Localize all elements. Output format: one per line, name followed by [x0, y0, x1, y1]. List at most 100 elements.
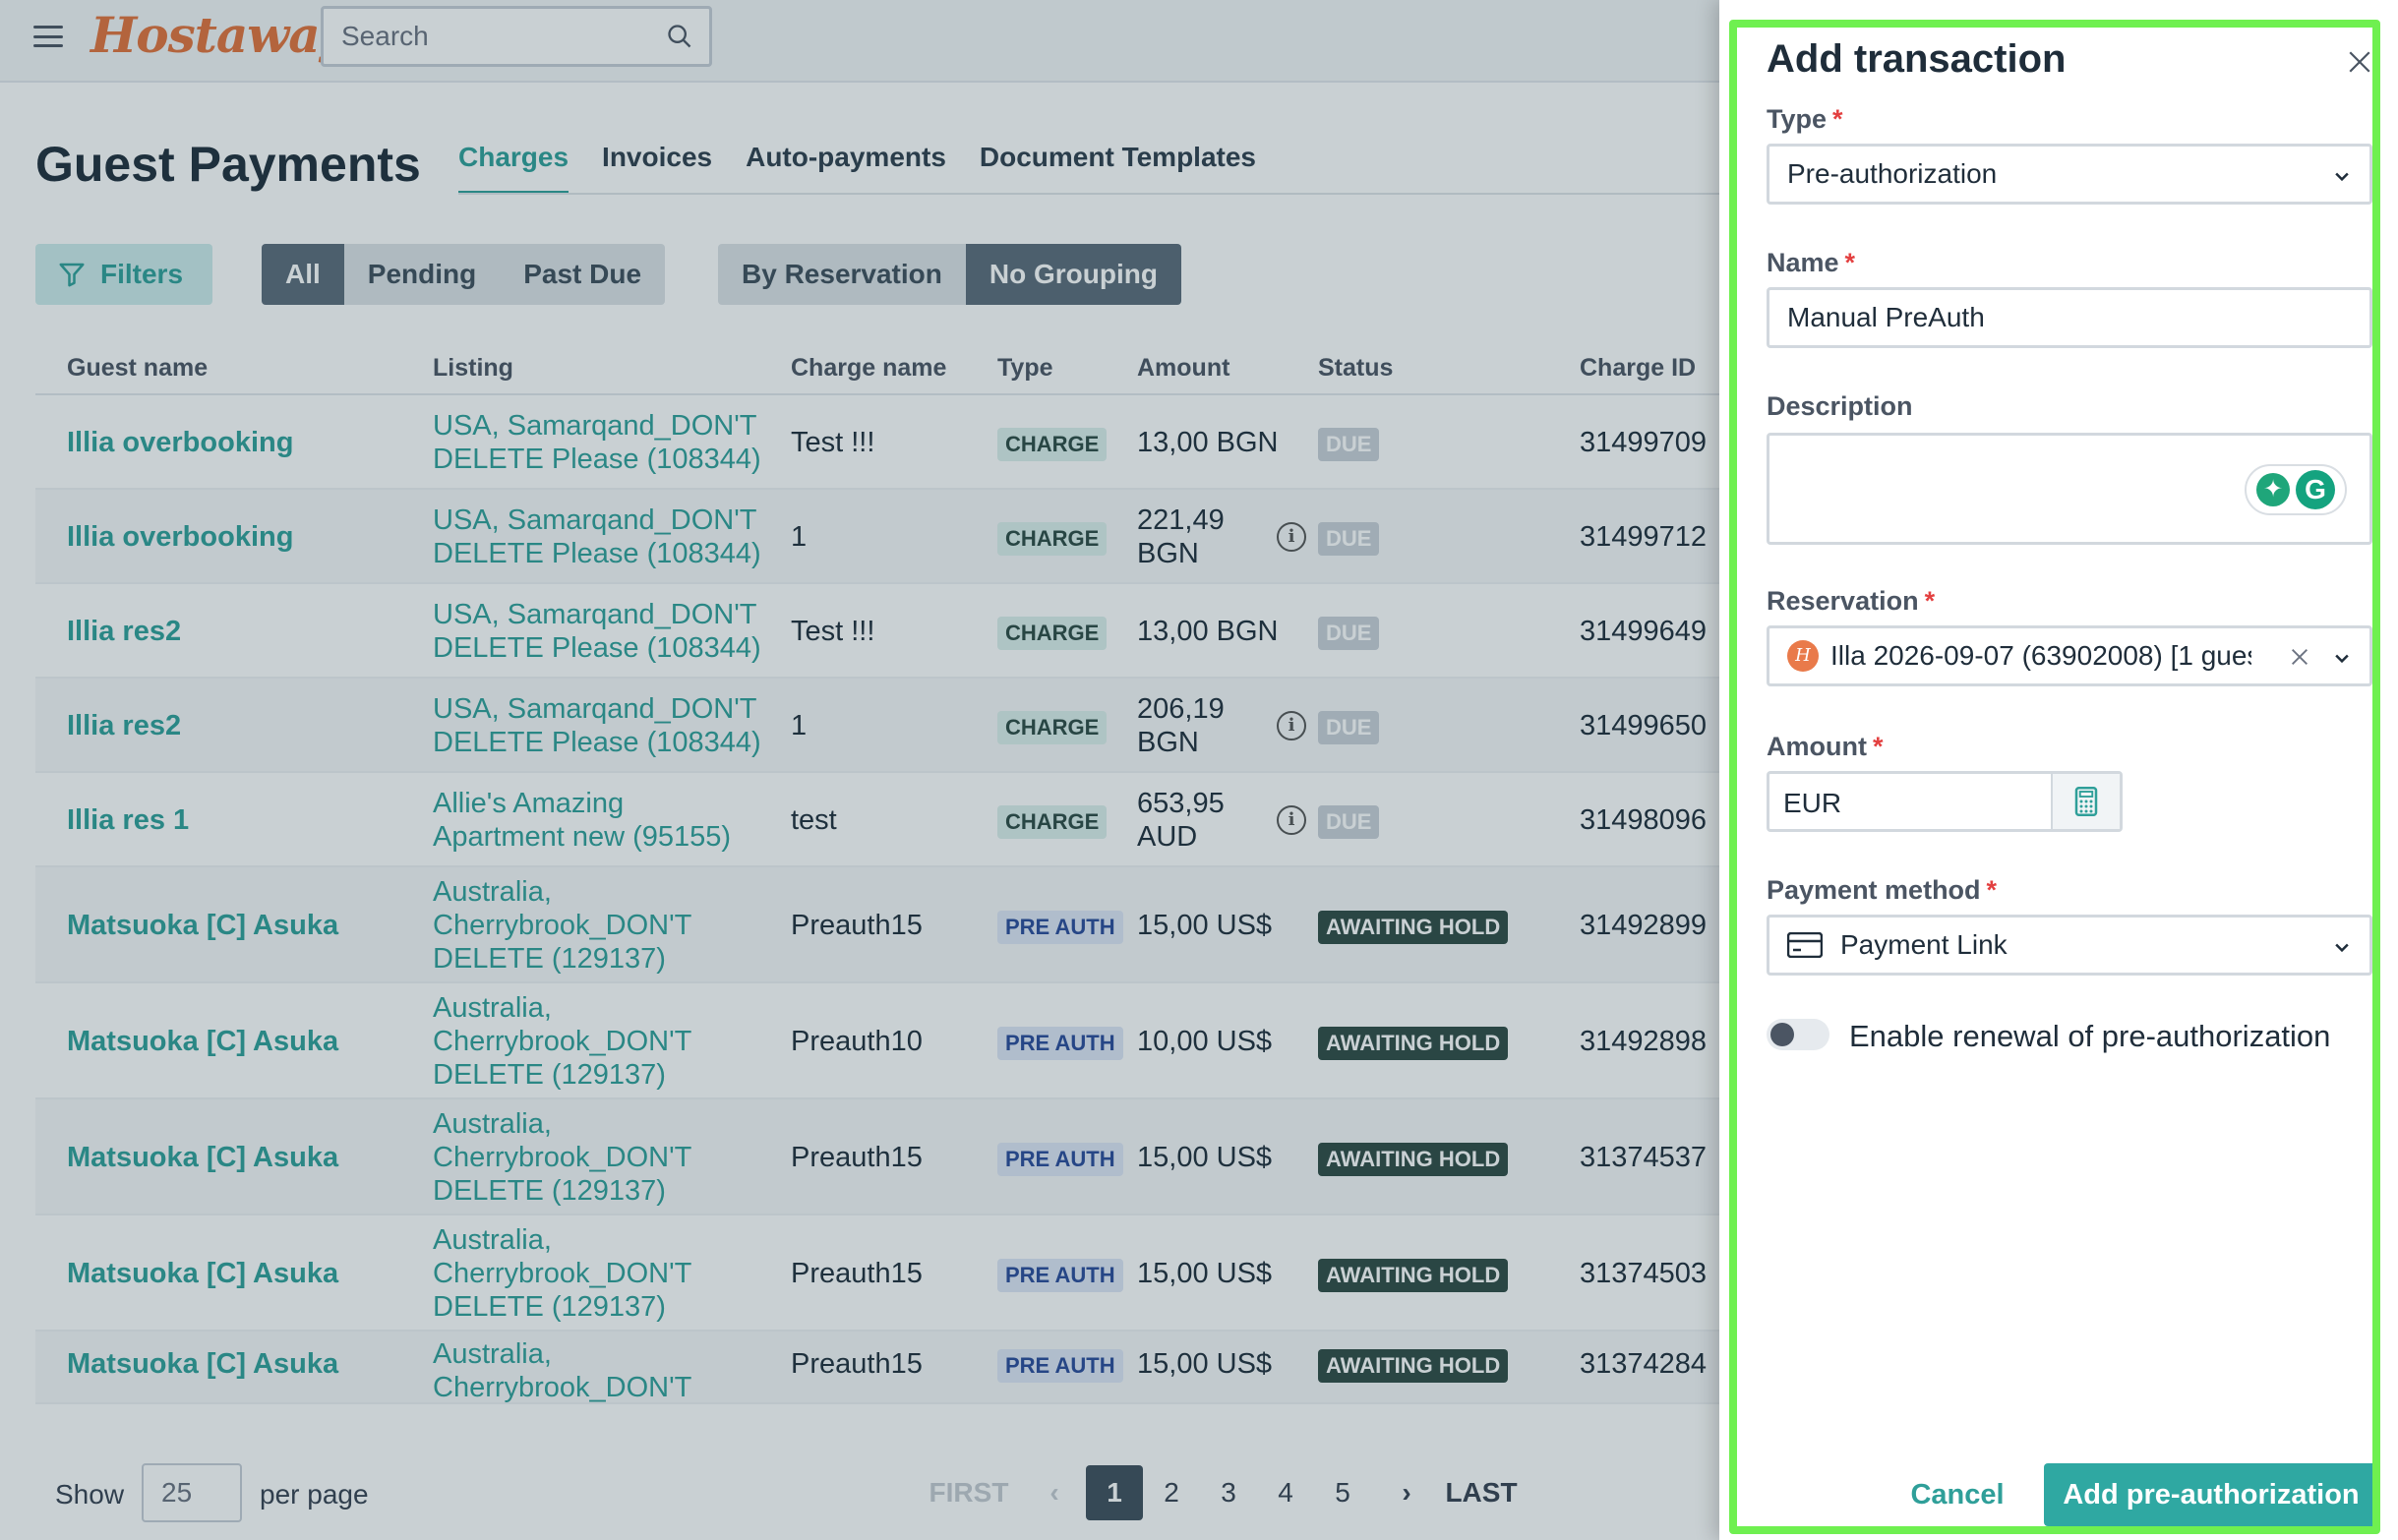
- column-header-guest-name[interactable]: Guest name: [67, 354, 209, 382]
- charge-id: 31499649: [1580, 616, 1708, 647]
- tab-document-templates[interactable]: Document Templates: [979, 142, 1256, 172]
- lightbulb-icon[interactable]: ✦: [2256, 473, 2290, 506]
- tabs-divider: [458, 193, 1934, 195]
- guest-name-link[interactable]: Illia overbooking: [67, 427, 294, 458]
- next-page-icon[interactable]: ›: [1402, 1477, 1411, 1508]
- filter-past-due[interactable]: Past Due: [500, 244, 666, 305]
- grammarly-icon[interactable]: G: [2296, 470, 2335, 509]
- modal-backdrop[interactable]: [0, 0, 1719, 1540]
- table-row[interactable]: Illia res 1 Allie's Amazing Apartment new …: [35, 773, 1845, 867]
- listing-line: Cherrybrook_DON'T: [433, 910, 692, 941]
- guest-name-link[interactable]: Matsuoka [C] Asuka: [67, 1258, 339, 1289]
- charge-name: Test !!!: [791, 616, 875, 647]
- grouping-by-reservation[interactable]: By Reservation: [718, 244, 966, 305]
- amount-value: 15,00 US$: [1137, 1257, 1285, 1290]
- column-header-charge-name[interactable]: Charge name: [791, 354, 947, 382]
- calculator-button[interactable]: [2051, 774, 2120, 829]
- table-row[interactable]: Matsuoka [C] Asuka Australia, Cherrybrook_…: [35, 1215, 1845, 1332]
- guest-name-link[interactable]: Illia res2: [67, 710, 182, 741]
- status-badge: DUE: [1318, 711, 1380, 744]
- search-icon[interactable]: [666, 23, 693, 50]
- close-icon[interactable]: [2347, 49, 2372, 75]
- listing-link[interactable]: USA, Samarqand_DON'T DELETE Please (10834…: [433, 692, 767, 759]
- status-badge: AWAITING HOLD: [1318, 1349, 1509, 1383]
- guest-name-link[interactable]: Illia overbooking: [67, 521, 294, 553]
- grammarly-widget[interactable]: ✦ G: [2245, 464, 2347, 515]
- page-2-button[interactable]: 2: [1164, 1477, 1179, 1508]
- guest-name-link[interactable]: Matsuoka [C] Asuka: [67, 1348, 339, 1380]
- listing-link[interactable]: USA, Samarqand_DON'T DELETE Please (10834…: [433, 503, 767, 570]
- chevron-down-icon[interactable]: [2332, 648, 2352, 668]
- page-1-button[interactable]: 1: [1086, 1465, 1143, 1520]
- info-icon[interactable]: i: [1277, 522, 1306, 552]
- column-header-amount[interactable]: Amount: [1137, 354, 1230, 382]
- type-select[interactable]: Pre-authorization: [1767, 144, 2372, 205]
- listing-link[interactable]: Australia, Cherrybrook_DON'T DELETE (12913…: [433, 875, 767, 976]
- guest-name-link[interactable]: Matsuoka [C] Asuka: [67, 1026, 339, 1057]
- guest-name-link[interactable]: Matsuoka [C] Asuka: [67, 1142, 339, 1173]
- filter-pending[interactable]: Pending: [343, 244, 501, 305]
- listing-link[interactable]: USA, Samarqand_DON'T DELETE Please (10834…: [433, 409, 767, 476]
- amount-line: 13,00 BGN: [1137, 616, 1279, 647]
- amount-input[interactable]: EUR: [1767, 771, 2123, 832]
- page-3-button[interactable]: 3: [1221, 1477, 1236, 1508]
- hamburger-menu-icon[interactable]: [33, 22, 63, 51]
- table-row[interactable]: Matsuoka [C] Asuka Australia, Cherrybrook_…: [35, 867, 1845, 983]
- charge-name: Preauth15: [791, 910, 923, 941]
- filters-button[interactable]: Filters: [35, 244, 212, 305]
- info-icon[interactable]: i: [1277, 711, 1306, 740]
- listing-link[interactable]: USA, Samarqand_DON'T DELETE Please (10834…: [433, 598, 767, 665]
- table-row[interactable]: Illia overbooking USA, Samarqand_DON'T DEL…: [35, 395, 1845, 490]
- table-row[interactable]: Matsuoka [C] Asuka Australia, Cherrybrook_…: [35, 1332, 1845, 1404]
- listing-line: USA, Samarqand_DON'T: [433, 599, 757, 630]
- credit-card-icon: [1787, 932, 1823, 958]
- info-icon[interactable]: i: [1277, 805, 1306, 835]
- page-4-button[interactable]: 4: [1278, 1477, 1293, 1508]
- prev-page-icon[interactable]: ‹: [1049, 1477, 1059, 1508]
- tab-invoices[interactable]: Invoices: [602, 142, 713, 172]
- last-page-button[interactable]: LAST: [1445, 1477, 1518, 1508]
- guest-name-link[interactable]: Matsuoka [C] Asuka: [67, 910, 339, 941]
- listing-link[interactable]: Australia, Cherrybrook_DON'T DELETE (12913…: [433, 991, 767, 1092]
- table-row[interactable]: Illia res2 USA, Samarqand_DON'T DELETE Ple…: [35, 584, 1845, 679]
- table-row[interactable]: Illia res2 USA, Samarqand_DON'T DELETE Ple…: [35, 679, 1845, 773]
- search-box[interactable]: [321, 6, 712, 67]
- per-page-input[interactable]: 25: [142, 1463, 242, 1522]
- grouping-no-grouping[interactable]: No Grouping: [965, 244, 1181, 305]
- column-header-charge-id[interactable]: Charge ID: [1580, 354, 1697, 382]
- cancel-button[interactable]: Cancel: [1910, 1479, 2005, 1510]
- tab-auto-payments[interactable]: Auto-payments: [746, 142, 946, 172]
- add-pre-authorization-button[interactable]: Add pre-authorization: [2044, 1463, 2378, 1526]
- column-header-status[interactable]: Status: [1318, 354, 1394, 382]
- table-row[interactable]: Matsuoka [C] Asuka Australia, Cherrybrook_…: [35, 1099, 1845, 1215]
- column-header-type[interactable]: Type: [997, 354, 1053, 382]
- page-5-button[interactable]: 5: [1335, 1477, 1350, 1508]
- payment-method-label: Payment method *: [1767, 875, 1998, 905]
- search-input[interactable]: [324, 9, 648, 64]
- charge-id: 31374537: [1580, 1142, 1708, 1173]
- amount-currency: EUR: [1783, 788, 1842, 818]
- guest-name-link[interactable]: Illia res 1: [67, 804, 190, 836]
- type-badge: PRE AUTH: [997, 1259, 1123, 1292]
- reservation-select[interactable]: H Illa 2026-09-07 (63902008) [1 gues: [1767, 625, 2372, 686]
- listing-link[interactable]: Allie's Amazing Apartment new (95155): [433, 787, 767, 854]
- clear-icon[interactable]: [2289, 646, 2310, 668]
- renewal-toggle[interactable]: [1767, 1019, 1829, 1050]
- hostaway-logo[interactable]: Hostaway: [90, 6, 348, 64]
- listing-link[interactable]: Australia, Cherrybrook_DON'T: [433, 1337, 767, 1402]
- listing-link[interactable]: Australia, Cherrybrook_DON'T DELETE (12913…: [433, 1223, 767, 1324]
- first-page-button[interactable]: FIRST: [929, 1477, 1009, 1508]
- name-input[interactable]: Manual PreAuth: [1767, 287, 2372, 348]
- amount-line: 15,00 US$: [1137, 1348, 1273, 1380]
- listing-link[interactable]: Australia, Cherrybrook_DON'T DELETE (12913…: [433, 1107, 767, 1208]
- amount-line: 206,19: [1137, 693, 1225, 725]
- guest-name-link[interactable]: Illia res2: [67, 616, 182, 647]
- listing-line: Cherrybrook_DON'T: [433, 1142, 692, 1173]
- filter-all[interactable]: All: [262, 244, 344, 305]
- amount-value: 15,00 US$: [1137, 909, 1285, 942]
- column-header-listing[interactable]: Listing: [433, 354, 513, 382]
- amount-value: 15,00 US$: [1137, 1347, 1285, 1381]
- table-row[interactable]: Illia overbooking USA, Samarqand_DON'T DEL…: [35, 490, 1845, 584]
- payment-method-select[interactable]: Payment Link: [1767, 915, 2372, 976]
- table-row[interactable]: Matsuoka [C] Asuka Australia, Cherrybrook_…: [35, 983, 1845, 1099]
